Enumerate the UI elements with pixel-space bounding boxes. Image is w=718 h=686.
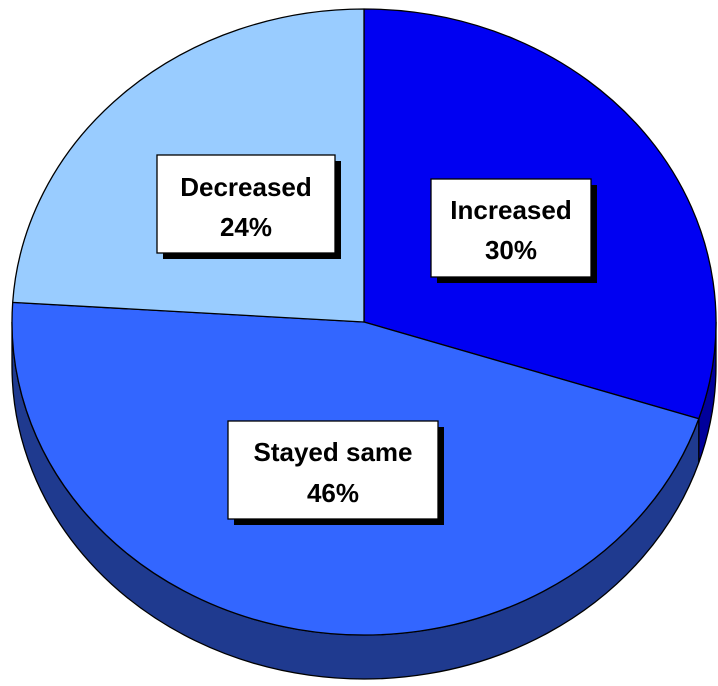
slice-value-increased: 30%	[485, 235, 537, 265]
slice-value-decreased: 24%	[220, 212, 272, 242]
data-label-stayed-same: Stayed same 46%	[227, 420, 444, 525]
data-label-increased: Increased 30%	[430, 178, 597, 283]
slice-label-stayed-same: Stayed same	[254, 437, 413, 467]
pie-slices	[11, 8, 717, 636]
slice-label-increased: Increased	[450, 195, 571, 225]
slice-label-decreased: Decreased	[180, 172, 312, 202]
slice-value-stayed-same: 46%	[307, 478, 359, 508]
data-label-decreased: Decreased 24%	[156, 154, 341, 259]
